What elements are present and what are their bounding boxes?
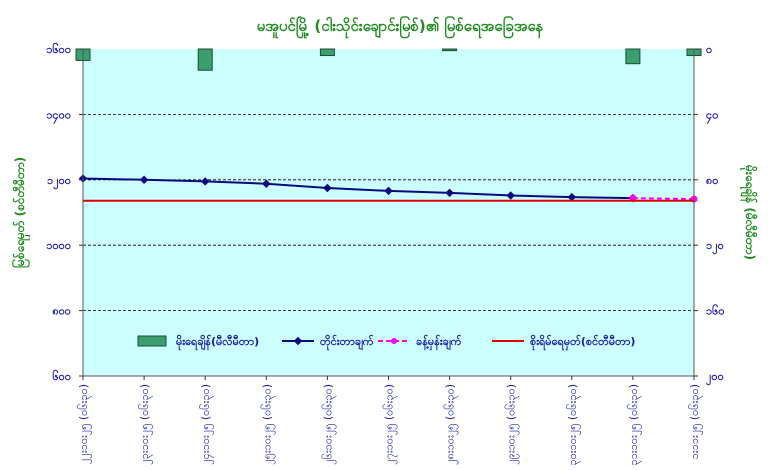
- rainfall-bar: [625, 48, 641, 65]
- rainfall-bar: [442, 48, 458, 52]
- observed-point: [139, 175, 149, 185]
- x-tick-label: ၃၁း၁၀း၂၅ (၀၆း၃၀): [627, 384, 642, 466]
- legend-label: တိုင်းတာချက်: [320, 334, 374, 351]
- x-tick-label: ၂၇း၁၀း၂၅ (၀၆း၃၀): [383, 384, 398, 465]
- left-tick-label: ၁၂၀၀: [47, 174, 71, 190]
- right-tick-label: ၄၀: [706, 108, 718, 124]
- x-tick-label: ၂၆း၁၀း၂၅ (၀၆း၃၀): [321, 384, 336, 465]
- observed-point: [262, 179, 271, 188]
- right-tick-label: ၂၀၀: [706, 370, 724, 386]
- forecast-line: [632, 197, 695, 201]
- left-tick-label: ၁၄၀၀: [46, 108, 71, 124]
- left-tick-label: ၁၀၀၀: [46, 239, 71, 252]
- legend-marker-forecast: [391, 338, 397, 344]
- legend: မိုးရေချိန်(မီလီမီတာ) တိုင်းတာချက် ခန့်မှန…: [137, 334, 635, 351]
- rainfall-bar: [197, 48, 213, 71]
- axes: ၆၀၀ ၈၀၀ ၁၀၀၀ ၁၂၀၀ ၁၄၀၀ ၁၆၀၀ ၀၄၀၈၀၁၂၀၁၆၀၂၀၀၂၂း၁…: [10, 43, 759, 466]
- legend-label: စိုးရိမ်ရေမှတ်(စင်တီမီတာ): [530, 334, 635, 351]
- legend-label: မိုးရေချိန်(မီလီမီတာ): [176, 334, 259, 351]
- left-axis-title: မြစ်ရေမှတ် (စင်တီမီတာ): [10, 157, 31, 268]
- legend-label: ခန့်မှန်းချက်: [416, 334, 462, 351]
- left-tick-label: ၈၀၀: [52, 305, 71, 318]
- legend-marker-observed: [293, 336, 303, 346]
- legend-swatch-rainfall: [137, 335, 167, 347]
- x-tick-label: ၂၉း၁၀း၂၅ (၀၆း၃၀): [505, 384, 520, 465]
- right-tick-label: ၈၀: [706, 174, 718, 187]
- x-tick-label: ၃၀း၁၀း၂၅ (၀၆း၃၀): [566, 384, 581, 466]
- rainfall-bar: [319, 48, 335, 57]
- right-axis-title: မိုးရေချိန် (မီလီမီတာ): [739, 164, 759, 260]
- x-tick-label: ၂၅း၁၀း၂၅ (၀၆း၃၀): [260, 384, 275, 465]
- observed-point: [445, 188, 454, 198]
- x-tick-label: ၂၄း၁၀း၂၅ (၀၆း၃၀): [199, 384, 214, 465]
- observed-point: [200, 177, 210, 186]
- lines: [78, 174, 698, 203]
- right-tick-label: ၁၂၀: [706, 239, 724, 255]
- x-tick-label: ၂၈း၁၀း၂၅ (၀၆း၃၀): [444, 384, 459, 465]
- observed-point: [384, 186, 393, 196]
- gridlines: [83, 114, 694, 312]
- plot-area: [83, 49, 694, 376]
- x-tick-label: ၂၃း၁၀း၂၅ (၀၆း၃၀): [138, 384, 153, 465]
- observed-point: [323, 183, 332, 193]
- x-tick-label: ၂၂း၁၀း၂၅ (၀၆း၃၀): [77, 384, 92, 464]
- left-tick-label: ၁၆၀၀: [46, 43, 71, 56]
- observed-line: [82, 177, 633, 200]
- x-tick-label: ၁း၁၁း၂၅ (၀၆း၃၀): [688, 384, 703, 459]
- right-tick-label: ၀: [706, 43, 712, 56]
- left-tick-label: ၆၀၀: [52, 370, 71, 383]
- right-tick-label: ၁၆၀: [706, 305, 725, 318]
